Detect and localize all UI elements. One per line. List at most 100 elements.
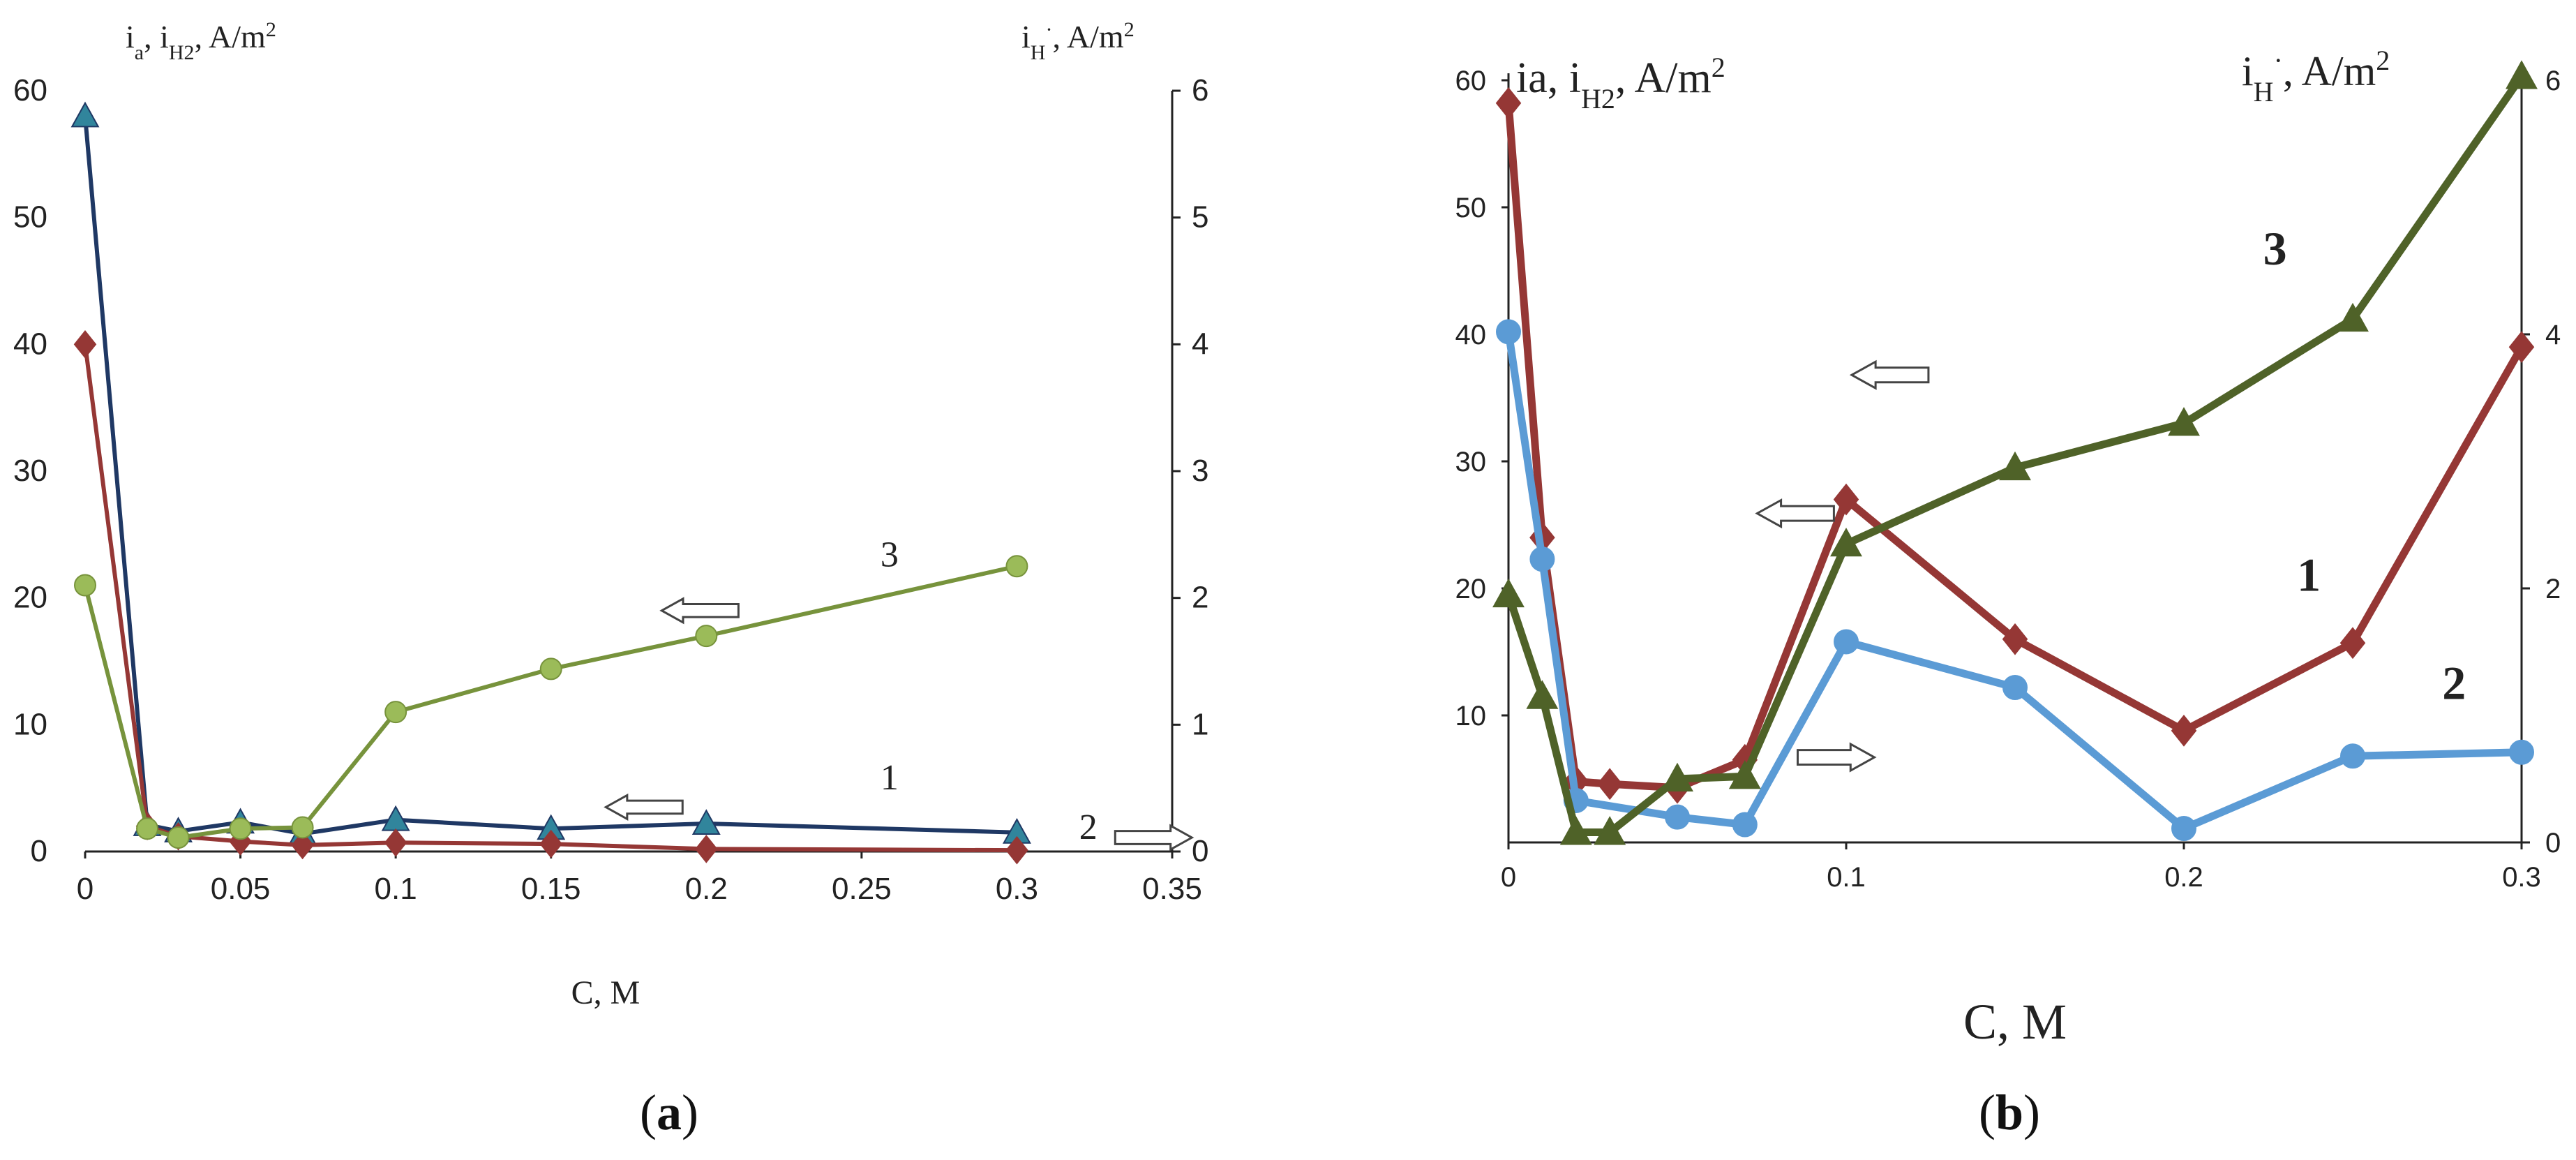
chart-data-point-b-series-2-blue [1496, 319, 1521, 345]
chart-a-left-tick-label: 60 [13, 73, 47, 107]
chart-a-left-tick-label: 10 [13, 707, 47, 741]
chart-data-point-b-series-2-blue [2509, 739, 2534, 765]
chart-a-series-number-label: 2 [1079, 808, 1098, 847]
chart-a-panel-letter: a [657, 1085, 682, 1140]
chart-series-b-series-2-blue [1496, 319, 2534, 841]
chart-a-right-tick-label: 5 [1192, 200, 1208, 235]
chart-data-point-b-series-2-blue [1665, 804, 1690, 830]
chart-b-left-arrow-icon [1849, 359, 1930, 390]
chart-series-b-series-3-dark-green [1492, 60, 2538, 845]
chart-a-x-tick-label: 0.3 [996, 872, 1038, 906]
chart-b-right-tick-label: 6 [2545, 66, 2561, 96]
chart-b-x-tick-label: 0 [1501, 862, 1516, 893]
chart-data-point-b-series-3-dark-green [1559, 816, 1592, 845]
chart-a-left-tick-label: 40 [13, 327, 47, 361]
chart-data-point-b-series-1-red [1495, 87, 1522, 119]
chart-b-left-tick-label: 30 [1455, 447, 1487, 477]
chart-a-axes: 0 0.05 0.1 0.15 0.2 0.25 0.3 0.35 0 10 20 30 40 50 60 0… [13, 73, 1208, 906]
chart-a-left-arrow-icon [659, 597, 740, 625]
chart-data-point-b-series-3-dark-green [1526, 680, 1559, 709]
chart-a-left-tick-label: 30 [13, 454, 47, 488]
chart-a-left-arrow-icon [604, 793, 684, 821]
chart-data-point-a-series-3-green [384, 701, 407, 724]
chart-b-left-tick-label: 20 [1455, 574, 1487, 604]
chart-data-point-b-series-3-dark-green [1999, 451, 2031, 481]
chart-a-right-tick-label: 3 [1192, 454, 1208, 488]
chart-data-point-b-series-2-blue [1834, 629, 1859, 655]
chart-data-point-b-series-2-blue [2002, 674, 2028, 700]
chart-a-right-axis-label: iH·, A/m2 [1021, 18, 1135, 64]
chart-b-right-tick-label: 2 [2545, 574, 2561, 604]
chart-data-point-b-series-3-dark-green [2168, 407, 2200, 436]
chart-b-series-group [1492, 60, 2538, 845]
chart-data-point-b-series-2-blue [2171, 815, 2196, 841]
chart-a-series-number-label: 3 [881, 535, 899, 574]
chart-a-series-group [70, 101, 1031, 865]
chart-b-series-number-label: 1 [2297, 549, 2321, 602]
chart-data-point-b-series-3-dark-green [1594, 816, 1626, 845]
chart-a-x-tick-label: 0.1 [375, 872, 417, 906]
chart-data-point-b-series-3-dark-green [1492, 578, 1525, 608]
chart-b-left-tick-label: 60 [1455, 66, 1487, 96]
chart-a-x-axis-label: C, M [571, 974, 641, 1011]
chart-a-x-tick-label: 0.25 [832, 872, 892, 906]
chart-series-line-a-series-1-dark-blue [83, 114, 1019, 836]
chart-data-point-b-series-1-red [2508, 331, 2535, 364]
chart-data-point-a-series-3-green [291, 816, 314, 839]
chart-data-point-a-series-3-green [539, 657, 562, 681]
chart-data-point-a-series-3-green [229, 817, 252, 840]
chart-a-x-tick-label: 0 [77, 872, 93, 906]
chart-data-point-b-series-3-dark-green [2337, 302, 2369, 332]
chart-b-x-tick-label: 0.2 [2164, 862, 2203, 893]
chart-a-annotations: 3 1 2 [604, 535, 1195, 852]
chart-data-point-b-series-1-red [1596, 768, 1623, 801]
chart-b-left-tick-label: 50 [1455, 193, 1487, 223]
chart-data-point-b-series-1-red [1833, 483, 1859, 516]
chart-b-right-arrow-icon [1796, 742, 1877, 773]
chart-a-x-tick-label: 0.35 [1142, 872, 1202, 906]
chart-data-point-a-series-2-red [384, 828, 407, 857]
chart-data-point-b-series-3-dark-green [1728, 760, 1761, 789]
chart-data-point-b-series-2-blue [2340, 743, 2365, 769]
chart-a-x-tick-label: 0.2 [685, 872, 728, 906]
chart-a-right-tick-label: 4 [1192, 327, 1208, 361]
chart-series-line-b-series-2-blue [1504, 327, 2526, 833]
chart-a-left-tick-label: 20 [13, 581, 47, 615]
chart-data-point-a-series-3-green [1005, 555, 1028, 578]
chart-data-point-a-series-2-red [1005, 835, 1028, 865]
chart-data-point-a-series-2-red [291, 831, 314, 860]
chart-b-axes: 0 0.1 0.2 0.3 10 20 30 40 50 60 0 2 4 6 [1455, 66, 2561, 893]
chart-series-line-a-series-3-green [83, 564, 1019, 840]
chart-b-x-tick-label: 0.1 [1827, 862, 1866, 893]
chart-a-panel-label: (a) [640, 1085, 698, 1140]
chart-a-left-tick-label: 0 [31, 834, 47, 868]
chart-b-x-tick-label: 0.3 [2502, 862, 2541, 893]
chart-data-point-a-series-3-green [167, 826, 190, 849]
chart-b-panel-letter: b [1995, 1085, 2023, 1140]
chart-a-right-tick-label: 2 [1192, 581, 1208, 615]
chart-b-panel-label: (b) [1979, 1085, 2040, 1140]
chart-a-x-tick-label: 0.15 [521, 872, 581, 906]
chart-data-point-b-series-2-blue [1529, 546, 1555, 572]
chart-data-point-a-series-1-dark-blue [691, 809, 721, 835]
chart-data-point-a-series-3-green [695, 625, 718, 648]
chart-a-right-arrow-icon [1114, 824, 1195, 852]
chart-b-x-axis-label: C, M [1963, 994, 2067, 1050]
chart-data-point-b-series-1-red [2171, 714, 2197, 747]
chart-a-right-tick-label: 1 [1192, 707, 1208, 741]
chart-data-point-b-series-1-red [2002, 623, 2028, 655]
chart-b-right-tick-label: 4 [2545, 320, 2561, 350]
chart-a-left-tick-label: 50 [13, 200, 47, 235]
chart-data-point-a-series-2-red [695, 835, 718, 863]
chart-a-right-tick-label: 6 [1192, 73, 1208, 107]
chart-b-right-tick-label: 0 [2545, 828, 2561, 858]
chart-data-point-a-series-2-red [73, 329, 97, 359]
chart-data-point-b-series-3-dark-green [1661, 762, 1693, 791]
chart-b-series-number-label: 3 [2263, 222, 2287, 275]
chart-b-left-tick-label: 40 [1455, 320, 1487, 350]
chart-a-series-number-label: 1 [881, 758, 899, 798]
chart-b-left-tick-label: 10 [1455, 701, 1487, 731]
chart-data-point-a-series-3-green [136, 817, 159, 840]
chart-series-a-series-1-dark-blue [70, 101, 1031, 845]
